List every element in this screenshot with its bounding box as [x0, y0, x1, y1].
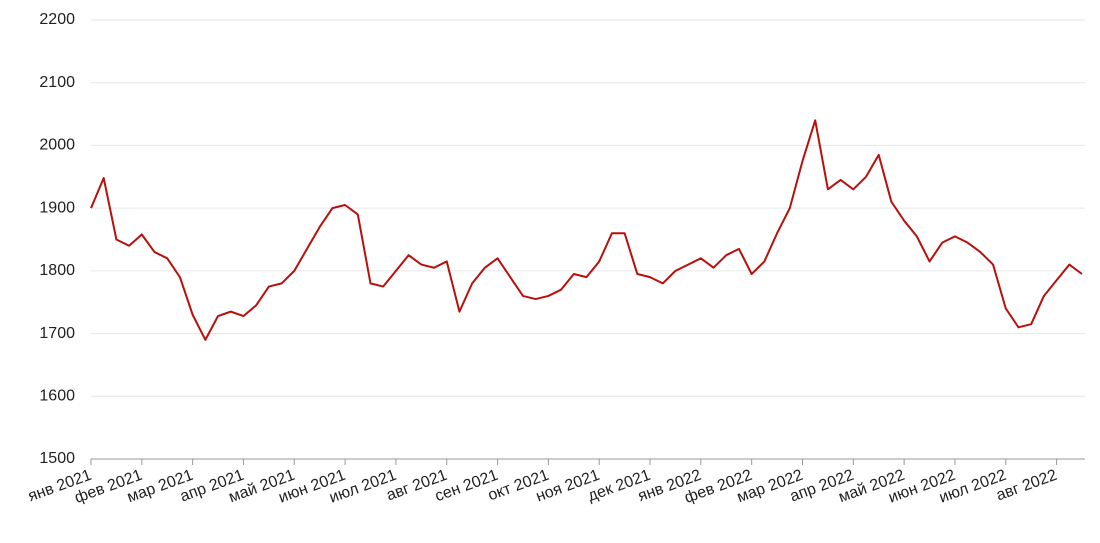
y-tick-label: 1500 — [39, 450, 75, 467]
y-tick-label: 2100 — [39, 74, 75, 91]
line-series — [90, 119, 1083, 341]
y-tick-label: 2200 — [39, 11, 75, 28]
y-tick-label: 1900 — [39, 199, 75, 216]
y-tick-label: 1800 — [39, 262, 75, 279]
y-tick-label: 1600 — [39, 388, 75, 405]
y-tick-label: 2000 — [39, 137, 75, 154]
y-tick-label: 1700 — [39, 325, 75, 342]
